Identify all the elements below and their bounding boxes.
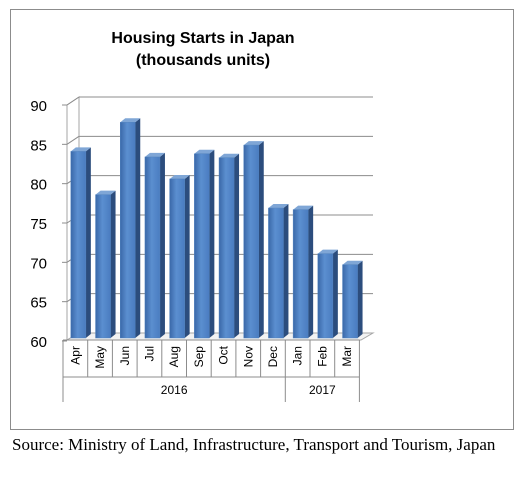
- x-tick-label: Dec: [266, 346, 280, 367]
- bar-side: [110, 190, 116, 338]
- chart-subtitle: (thousands units): [136, 52, 270, 69]
- bar-jan: [292, 205, 314, 339]
- x-tick-label: Feb: [315, 346, 329, 367]
- y-axis-ticks: 60 65 70 75 80 85 90: [30, 98, 67, 351]
- x-tick-label: Sep: [192, 346, 206, 368]
- bar-jun: [120, 118, 141, 339]
- bar-front: [144, 156, 161, 339]
- bar-top: [342, 260, 363, 265]
- bar-feb: [317, 249, 338, 339]
- bar-sep: [194, 149, 215, 339]
- x-tick-label: Aug: [167, 346, 181, 367]
- gridline-side: [66, 135, 80, 145]
- bar-top: [293, 205, 314, 210]
- bar-side: [234, 153, 240, 338]
- bar-front: [268, 207, 284, 339]
- bar-top: [120, 118, 141, 123]
- bar-mar: [342, 260, 363, 339]
- x-axis: Apr May Jun Jul Aug Sep Oct Nov Dec Jan Feb Mar 2016…: [62, 339, 360, 402]
- bar-front: [317, 253, 334, 339]
- chart-title: Housing Starts in Japan: [111, 30, 294, 47]
- bar-front: [342, 264, 358, 339]
- bar-may: [95, 190, 116, 339]
- bar-front: [120, 122, 136, 339]
- bar-front: [95, 194, 111, 339]
- bar-top: [268, 204, 289, 209]
- y-tick-label: 80: [30, 177, 47, 194]
- bar-dec: [268, 204, 289, 339]
- bar-side: [283, 204, 289, 338]
- y-tick-label: 70: [30, 255, 47, 272]
- x-tick-label: Nov: [241, 346, 255, 367]
- y-tick-label: 75: [30, 216, 47, 233]
- bar-front: [194, 153, 210, 339]
- y-tick-label: 60: [30, 334, 47, 351]
- bar-side: [135, 118, 141, 338]
- y-tick-label: 65: [30, 295, 47, 312]
- x-tick-label: Apr: [68, 346, 82, 365]
- bar-side: [209, 149, 215, 338]
- bar-side: [332, 249, 338, 338]
- bar-top: [95, 190, 116, 195]
- bar-side: [85, 147, 91, 338]
- x-tick-label: Jan: [291, 346, 305, 365]
- bar-top: [194, 149, 215, 154]
- bars: [70, 118, 363, 339]
- source-note: Source: Ministry of Land, Infrastructure…: [12, 435, 496, 454]
- y-tick-label: 85: [30, 137, 47, 154]
- bar-top: [243, 141, 264, 146]
- bar-nov: [243, 141, 264, 339]
- x-tick-label: Mar: [340, 346, 354, 367]
- x-tick-label: Jun: [118, 346, 132, 365]
- y-tick-label: 90: [30, 98, 47, 115]
- x-tick-label: May: [93, 346, 107, 369]
- bar-front: [169, 178, 185, 339]
- bar-apr: [70, 147, 91, 339]
- bar-front: [243, 144, 259, 339]
- bar-aug: [169, 174, 190, 339]
- bar-top: [169, 174, 190, 179]
- bar-oct: [218, 153, 240, 339]
- bar-side: [258, 141, 264, 338]
- bar-front: [70, 151, 87, 339]
- bar-front: [292, 209, 309, 339]
- bar-side: [159, 152, 165, 338]
- bar-top: [317, 249, 338, 254]
- year-group-label: 2016: [161, 383, 188, 397]
- bar-side: [357, 260, 363, 338]
- x-tick-label: Jul: [142, 346, 156, 361]
- bar-top: [219, 153, 240, 158]
- bar-jul: [144, 152, 165, 339]
- year-group-label: 2017: [309, 383, 336, 397]
- gridline-side: [66, 96, 80, 106]
- x-tick-label: Oct: [217, 345, 231, 364]
- bar-top: [70, 147, 91, 152]
- bar-front: [218, 157, 235, 339]
- bar-top: [144, 152, 165, 157]
- bar-side: [308, 205, 314, 338]
- bar-side: [184, 174, 190, 338]
